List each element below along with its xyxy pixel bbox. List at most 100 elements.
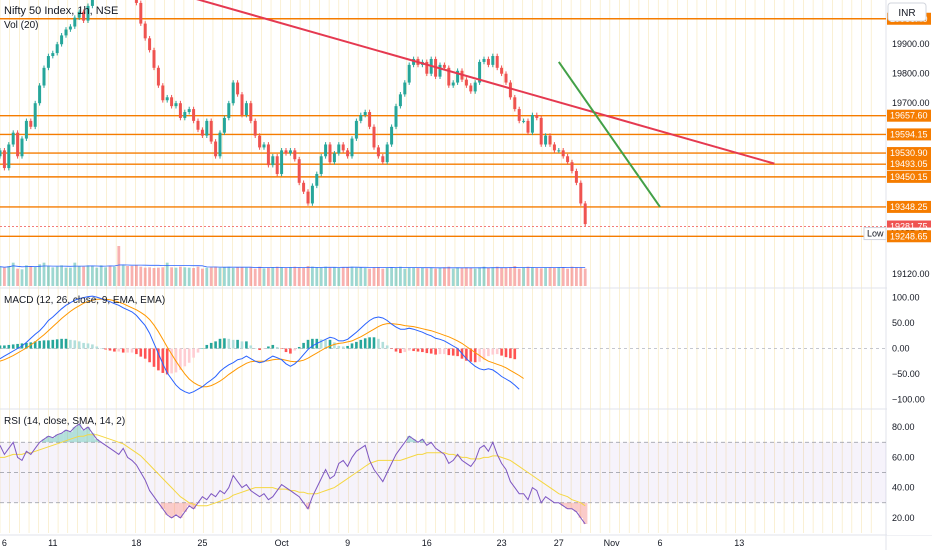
candle[interactable]: [249, 103, 253, 121]
candle[interactable]: [139, 2, 143, 24]
candle[interactable]: [381, 156, 385, 163]
candle[interactable]: [500, 67, 504, 74]
candle[interactable]: [354, 120, 358, 139]
candle[interactable]: [2, 150, 6, 169]
candle[interactable]: [266, 144, 270, 166]
candle[interactable]: [407, 64, 411, 83]
candle[interactable]: [218, 132, 222, 157]
macd-pane[interactable]: [0, 295, 886, 394]
candle[interactable]: [205, 120, 209, 136]
candle[interactable]: [442, 64, 446, 68]
candle[interactable]: [60, 35, 64, 45]
candle[interactable]: [134, 0, 138, 3]
candle[interactable]: [200, 129, 204, 136]
candle[interactable]: [288, 150, 292, 154]
candle[interactable]: [258, 135, 262, 148]
candle[interactable]: [0, 150, 2, 157]
candle[interactable]: [372, 126, 376, 148]
candle[interactable]: [491, 56, 495, 65]
candle[interactable]: [324, 144, 328, 157]
price-level-tag[interactable]: 19594.15: [887, 128, 931, 141]
candle[interactable]: [350, 138, 354, 157]
candle[interactable]: [522, 120, 526, 122]
candle[interactable]: [192, 109, 196, 121]
candle[interactable]: [574, 171, 578, 183]
price-level-tag[interactable]: 19450.15: [887, 170, 931, 183]
candle[interactable]: [469, 85, 473, 92]
price-pane[interactable]: [0, 0, 886, 286]
candle[interactable]: [530, 114, 534, 133]
candle[interactable]: [447, 67, 451, 86]
candle[interactable]: [315, 173, 319, 186]
candle[interactable]: [253, 120, 257, 136]
candle[interactable]: [508, 82, 512, 98]
candle[interactable]: [262, 144, 266, 148]
candle[interactable]: [271, 156, 275, 166]
candle[interactable]: [557, 150, 561, 152]
candle[interactable]: [156, 67, 160, 86]
candle[interactable]: [482, 58, 486, 62]
candle[interactable]: [302, 182, 306, 192]
rsi-pane[interactable]: [0, 423, 886, 525]
candle[interactable]: [376, 147, 380, 157]
candle[interactable]: [425, 61, 429, 74]
candle[interactable]: [86, 5, 90, 21]
candle[interactable]: [64, 29, 68, 36]
candle[interactable]: [517, 109, 521, 121]
candle[interactable]: [275, 156, 279, 174]
candle[interactable]: [464, 79, 468, 86]
candle[interactable]: [526, 120, 530, 133]
time-axis[interactable]: 6 11 18 25 Oct 9 16 23 27 Nov 6 13: [2, 538, 744, 548]
candle[interactable]: [222, 117, 226, 133]
candle[interactable]: [11, 132, 15, 145]
candle[interactable]: [341, 144, 345, 151]
candle[interactable]: [24, 120, 28, 139]
candle[interactable]: [473, 82, 477, 92]
short-downtrend-line[interactable]: [557, 61, 661, 208]
candle[interactable]: [579, 182, 583, 204]
candle[interactable]: [73, 17, 77, 27]
candle[interactable]: [390, 126, 394, 145]
candle[interactable]: [570, 162, 574, 172]
candle[interactable]: [16, 132, 20, 157]
price-level-tag[interactable]: 19248.65: [887, 230, 931, 243]
candle[interactable]: [209, 120, 213, 142]
candle[interactable]: [280, 150, 284, 174]
price-axis[interactable]: 19120.00 19700.00 19800.00 19900.00 100.00 50…: [863, 0, 932, 535]
candle[interactable]: [561, 150, 565, 157]
candle[interactable]: [363, 112, 367, 115]
candle[interactable]: [55, 44, 59, 54]
candle[interactable]: [346, 150, 350, 157]
candle[interactable]: [337, 144, 341, 154]
candle[interactable]: [328, 144, 332, 163]
price-level-tag[interactable]: 19530.90: [887, 147, 931, 160]
candle[interactable]: [152, 50, 156, 68]
candle[interactable]: [306, 191, 310, 204]
candle[interactable]: [174, 103, 178, 107]
candle[interactable]: [368, 112, 372, 127]
candle[interactable]: [566, 156, 570, 163]
candle[interactable]: [42, 67, 46, 86]
candle[interactable]: [214, 141, 218, 157]
candle[interactable]: [82, 11, 86, 21]
candle[interactable]: [236, 82, 240, 95]
candle[interactable]: [90, 0, 94, 6]
candle[interactable]: [359, 114, 363, 121]
candle[interactable]: [20, 138, 24, 157]
price-level-tag[interactable]: 19657.60: [887, 109, 931, 122]
candle[interactable]: [513, 97, 517, 110]
candle[interactable]: [178, 103, 182, 118]
candle[interactable]: [240, 94, 244, 115]
candle[interactable]: [504, 73, 508, 83]
candle[interactable]: [394, 106, 398, 127]
candle[interactable]: [385, 144, 389, 163]
price-level-tag[interactable]: 19348.25: [887, 200, 931, 213]
candle[interactable]: [398, 94, 402, 107]
candle[interactable]: [51, 53, 55, 57]
candle[interactable]: [170, 97, 174, 107]
price-level-tag[interactable]: 19493.05: [887, 158, 931, 171]
candle[interactable]: [7, 144, 11, 169]
candle[interactable]: [456, 70, 460, 83]
currency-button[interactable]: INR: [887, 2, 927, 22]
